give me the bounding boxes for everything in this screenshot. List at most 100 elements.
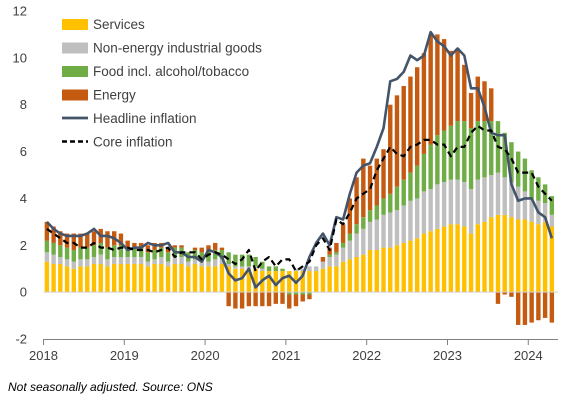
bar-segment-services <box>125 264 130 293</box>
bar-segment-non-energy-industrial-goods <box>118 257 124 265</box>
bar-segment-energy <box>192 247 198 250</box>
bar-segment-services <box>44 261 50 293</box>
bar-segment-services <box>186 266 191 293</box>
bar-segment-food-incl-alcohol-tobacco <box>502 132 507 178</box>
bar-segment-non-energy-industrial-goods <box>374 219 379 250</box>
bar-segment-food-incl-alcohol-tobacco <box>482 121 487 178</box>
bar-segment-food-incl-alcohol-tobacco <box>145 252 151 262</box>
bar-segment-non-energy-industrial-goods <box>542 203 548 222</box>
bar-segment-food-incl-alcohol-tobacco <box>509 142 514 183</box>
bar-segment-energy <box>529 292 534 323</box>
bar-segment-services <box>394 245 400 293</box>
bar-segment-services <box>455 224 460 293</box>
bar-segment-energy <box>138 242 144 248</box>
bar-segment-non-energy-industrial-goods <box>354 233 359 257</box>
bar-segment-non-energy-industrial-goods <box>145 261 151 267</box>
bar-segment-food-incl-alcohol-tobacco <box>192 249 198 260</box>
bar-segment-food-incl-alcohol-tobacco <box>475 121 480 180</box>
bar-segment-non-energy-industrial-goods <box>192 259 198 265</box>
bar-segment-food-incl-alcohol-tobacco <box>91 245 97 257</box>
bar-segment-non-energy-industrial-goods <box>105 259 110 267</box>
bar-segment-services <box>253 268 258 293</box>
bar-segment-food-incl-alcohol-tobacco <box>293 292 299 295</box>
bar-segment-non-energy-industrial-goods <box>165 261 171 267</box>
bar-segment-non-energy-industrial-goods <box>428 189 433 232</box>
bar-segment-non-energy-industrial-goods <box>394 210 400 246</box>
bar-segment-non-energy-industrial-goods <box>260 268 265 272</box>
bar-segment-food-incl-alcohol-tobacco <box>367 210 373 222</box>
bar-segment-services <box>91 264 97 293</box>
bar-segment-energy <box>515 292 521 325</box>
bar-segment-food-incl-alcohol-tobacco <box>307 292 312 295</box>
bar-segment-non-energy-industrial-goods <box>179 257 184 265</box>
bar-segment-food-incl-alcohol-tobacco <box>199 252 204 262</box>
bar-segment-services <box>536 224 541 293</box>
bar-segment-food-incl-alcohol-tobacco <box>266 266 272 272</box>
bar-segment-non-energy-industrial-goods <box>482 177 487 222</box>
bar-segment-energy <box>482 81 487 122</box>
bar-segment-services <box>515 219 521 293</box>
bar-segment-food-incl-alcohol-tobacco <box>455 121 460 180</box>
bar-segment-energy <box>239 292 245 309</box>
bar-segment-services <box>98 264 103 293</box>
bar-segment-food-incl-alcohol-tobacco <box>408 172 413 201</box>
bar-segment-energy <box>388 104 393 194</box>
bar-segment-non-energy-industrial-goods <box>212 259 218 267</box>
bar-segment-energy <box>475 76 480 122</box>
bar-segment-services <box>313 271 319 293</box>
bar-segment-services <box>192 264 198 293</box>
bar-segment-energy <box>219 247 225 250</box>
bar-segment-food-incl-alcohol-tobacco <box>159 247 164 257</box>
bar-segment-services <box>112 264 117 293</box>
line-core-inflation <box>46 124 553 273</box>
bar-segment-non-energy-industrial-goods <box>91 257 97 265</box>
bar-segment-energy <box>435 34 440 136</box>
bar-segment-food-incl-alcohol-tobacco <box>435 135 440 185</box>
bar-segment-energy <box>280 292 285 304</box>
bar-segment-energy <box>455 48 460 122</box>
bar-segment-services <box>401 242 406 293</box>
bar-segment-food-incl-alcohol-tobacco <box>428 144 433 190</box>
x-tick-label: 2020 <box>191 348 220 363</box>
bar-segment-energy <box>64 233 70 248</box>
bar-segment-services <box>199 266 204 293</box>
bar-segment-energy <box>428 34 433 145</box>
y-tick-label: 4 <box>20 191 27 206</box>
bar-segment-services <box>132 264 137 293</box>
bar-segment-energy <box>253 292 258 307</box>
bar-segment-food-incl-alcohol-tobacco <box>489 121 494 175</box>
bar-segment-energy <box>293 294 299 307</box>
bar-segment-services <box>138 264 144 293</box>
y-tick-label: 10 <box>13 50 27 65</box>
bar-segment-food-incl-alcohol-tobacco <box>212 249 218 260</box>
bar-segment-services <box>152 264 157 293</box>
bar-segment-food-incl-alcohol-tobacco <box>522 158 528 192</box>
bar-segment-energy <box>502 292 507 295</box>
bar-segment-non-energy-industrial-goods <box>307 266 312 272</box>
bar-segment-services <box>307 271 312 293</box>
bar-segment-energy <box>273 292 278 304</box>
bar-segment-non-energy-industrial-goods <box>502 177 507 215</box>
legend-swatch <box>62 42 88 54</box>
bar-segment-services <box>212 266 218 293</box>
bar-segment-services <box>354 257 359 293</box>
bar-segment-non-energy-industrial-goods <box>293 268 299 272</box>
bar-segment-services <box>239 268 245 293</box>
bar-segment-services <box>179 264 184 293</box>
bar-segment-services <box>327 266 332 293</box>
bar-segment-energy <box>266 292 272 307</box>
bar-segment-food-incl-alcohol-tobacco <box>78 247 83 260</box>
y-tick-label: 0 <box>20 285 27 300</box>
bar-segment-services <box>468 233 474 293</box>
bar-segment-food-incl-alcohol-tobacco <box>549 196 555 215</box>
bar-segment-services <box>495 214 501 293</box>
bar-segment-food-incl-alcohol-tobacco <box>165 252 171 262</box>
bar-segment-services <box>549 226 555 293</box>
bar-segment-food-incl-alcohol-tobacco <box>381 198 386 215</box>
bar-segment-non-energy-industrial-goods <box>172 257 177 265</box>
bar-segment-non-energy-industrial-goods <box>125 257 130 265</box>
bar-segment-energy <box>374 158 379 206</box>
bar-segment-food-incl-alcohol-tobacco <box>44 240 50 253</box>
bar-segment-services <box>145 266 151 293</box>
bar-segment-energy <box>145 245 151 253</box>
